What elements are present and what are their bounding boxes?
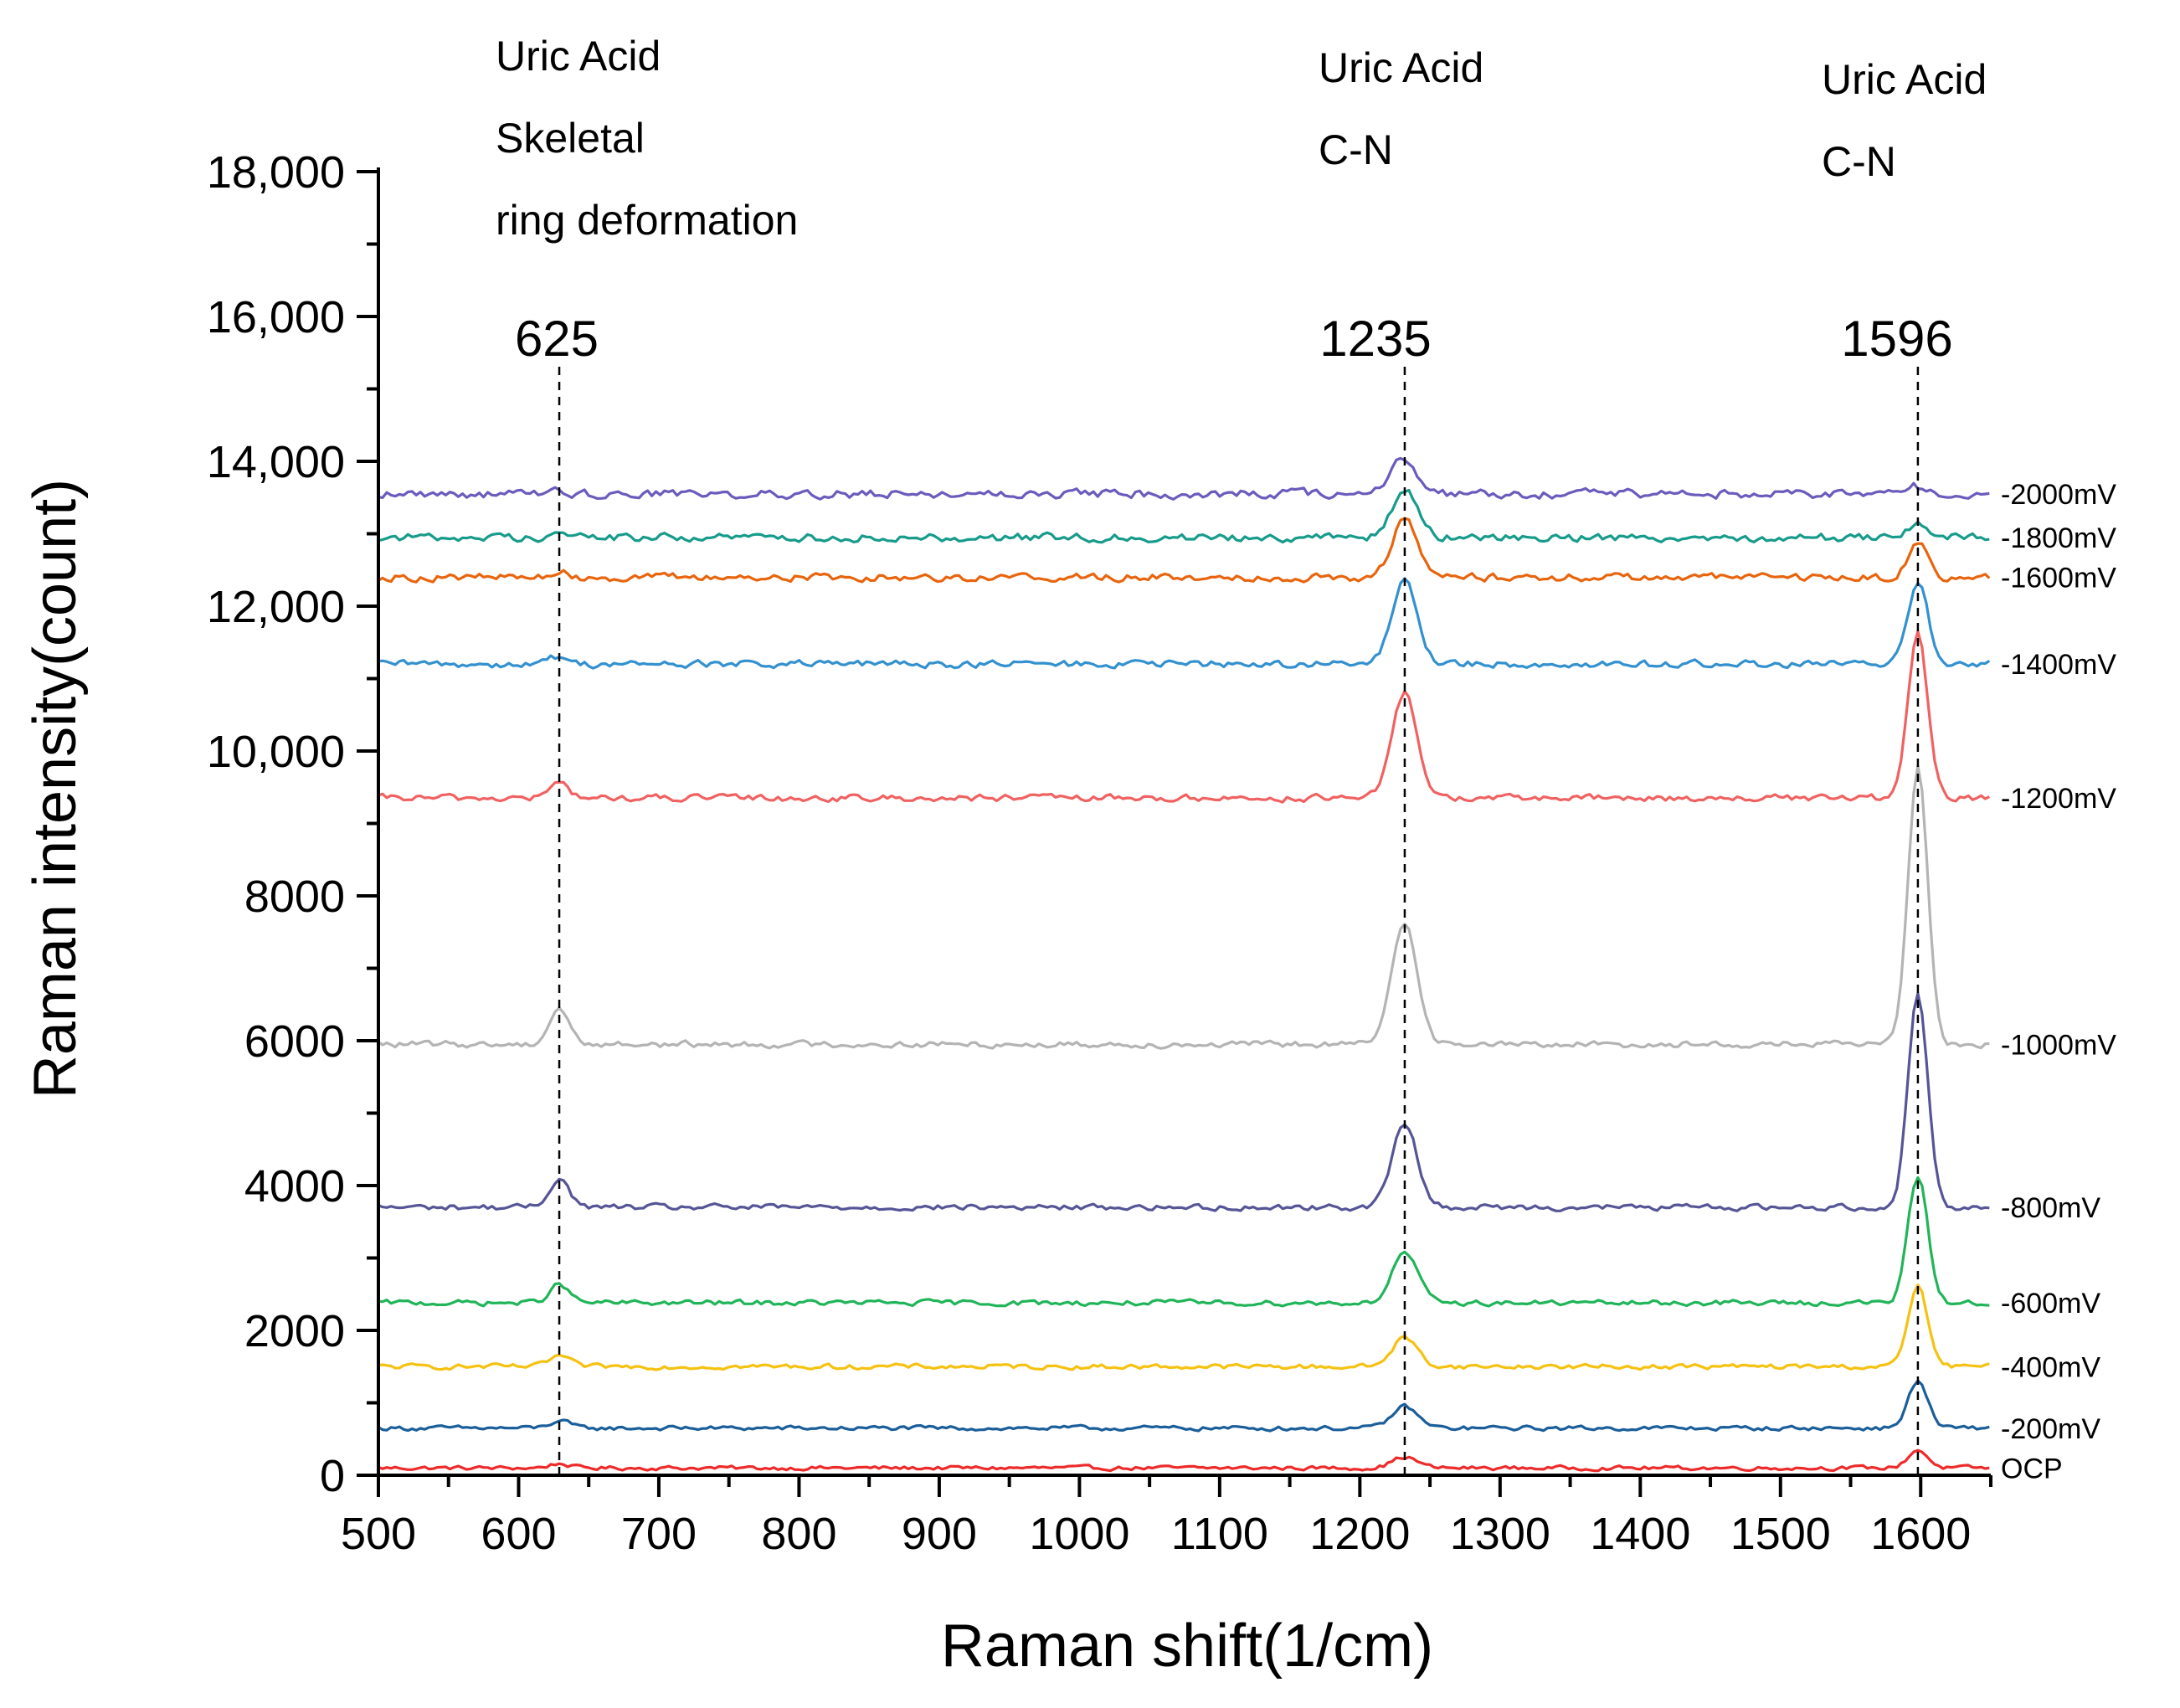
x-tick-label: 1300 [1450, 1509, 1550, 1559]
x-tick-label: 600 [481, 1509, 556, 1559]
y-tick-label: 6000 [244, 1016, 345, 1067]
series-line [378, 630, 1990, 804]
series-line [378, 1379, 1990, 1433]
y-tick-label: 4000 [244, 1161, 345, 1212]
y-tick-label: 12,000 [207, 582, 345, 632]
series-layer: OCP -200mV -400mV -600mV -800mV -1000mV -1200m… [378, 456, 2116, 1484]
y-tick-label: 8000 [244, 872, 345, 922]
peak-wavenumber-label: 625 [515, 311, 599, 367]
y-tick-label: 2000 [244, 1306, 345, 1356]
x-tick-label: 1500 [1730, 1509, 1831, 1559]
series-line [378, 991, 1990, 1212]
series-label: -1600mV [2001, 562, 2116, 594]
y-tick-label: 14,000 [207, 437, 345, 487]
x-tick-label: 700 [621, 1509, 697, 1559]
series-label: -1800mV [2001, 522, 2116, 554]
series-label: -200mV [2001, 1413, 2100, 1445]
y-axis-title: Raman intensity(count) [22, 479, 89, 1098]
series-label: -1400mV [2001, 649, 2116, 681]
series-line [378, 764, 1990, 1050]
series-line [378, 1448, 1990, 1473]
x-tick-label: 1000 [1029, 1509, 1129, 1559]
series-label: -2000mV [2001, 479, 2116, 511]
x-tick-label: 900 [902, 1509, 977, 1559]
peak-assignment-text: Uric Acid [1822, 56, 1987, 103]
peak-assignment-text: Uric Acid [496, 33, 661, 80]
series-line [378, 1176, 1990, 1308]
series-line [378, 1283, 1990, 1371]
x-tick-label: 1100 [1171, 1509, 1268, 1559]
peak-assignment-text: ring deformation [496, 197, 798, 244]
x-tick-label: 800 [761, 1509, 836, 1559]
x-tick-label: 1200 [1309, 1509, 1410, 1559]
y-tick-label: 10,000 [207, 727, 345, 777]
x-tick-label: 1600 [1870, 1509, 1971, 1559]
axis-layer: 0 2000 4000 6000 8000 10,000 12,000 14,000 16,00… [207, 147, 1992, 1559]
peak-assignment-text: Uric Acid [1319, 44, 1483, 91]
x-tick-label: 500 [341, 1509, 416, 1559]
y-tick-label: 18,000 [207, 147, 345, 198]
series-line [378, 577, 1991, 670]
series-label: -800mV [2001, 1192, 2100, 1224]
peak-wavenumber-label: 1596 [1841, 311, 1952, 367]
series-label: OCP [2001, 1453, 2063, 1484]
series-line [378, 456, 1990, 501]
series-line [378, 488, 1990, 544]
series-label: -400mV [2001, 1351, 2100, 1383]
peak-wavenumber-label: 1235 [1319, 311, 1431, 367]
x-tick-label: 1400 [1590, 1509, 1690, 1559]
x-axis-title: Raman shift(1/cm) [941, 1613, 1433, 1680]
series-label: -1000mV [2001, 1029, 2116, 1061]
peak-assignment-text: Skeletal [496, 115, 645, 162]
annotation-layer: 625 Uric Acid Skeletal ring deformation 1235… [496, 33, 1987, 1475]
peak-assignment-text: C-N [1822, 138, 1896, 185]
y-tick-label: 16,000 [207, 292, 345, 342]
y-tick-label: 0 [320, 1451, 345, 1501]
peak-assignment-text: C-N [1319, 126, 1393, 173]
series-label: -600mV [2001, 1288, 2100, 1320]
series-line [378, 517, 1991, 584]
series-label: -1200mV [2001, 783, 2116, 815]
